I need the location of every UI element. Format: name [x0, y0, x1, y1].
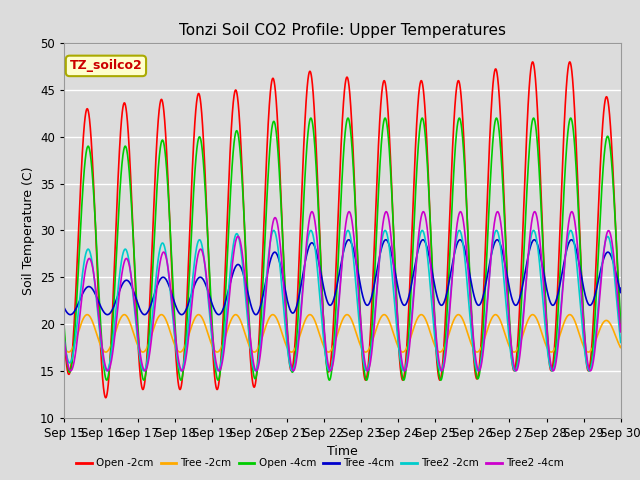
Y-axis label: Soil Temperature (C): Soil Temperature (C)	[22, 166, 35, 295]
X-axis label: Time: Time	[327, 445, 358, 458]
Text: TZ_soilco2: TZ_soilco2	[70, 60, 142, 72]
Legend: Open -2cm, Tree -2cm, Open -4cm, Tree -4cm, Tree2 -2cm, Tree2 -4cm: Open -2cm, Tree -2cm, Open -4cm, Tree -4…	[72, 454, 568, 472]
Title: Tonzi Soil CO2 Profile: Upper Temperatures: Tonzi Soil CO2 Profile: Upper Temperatur…	[179, 23, 506, 38]
